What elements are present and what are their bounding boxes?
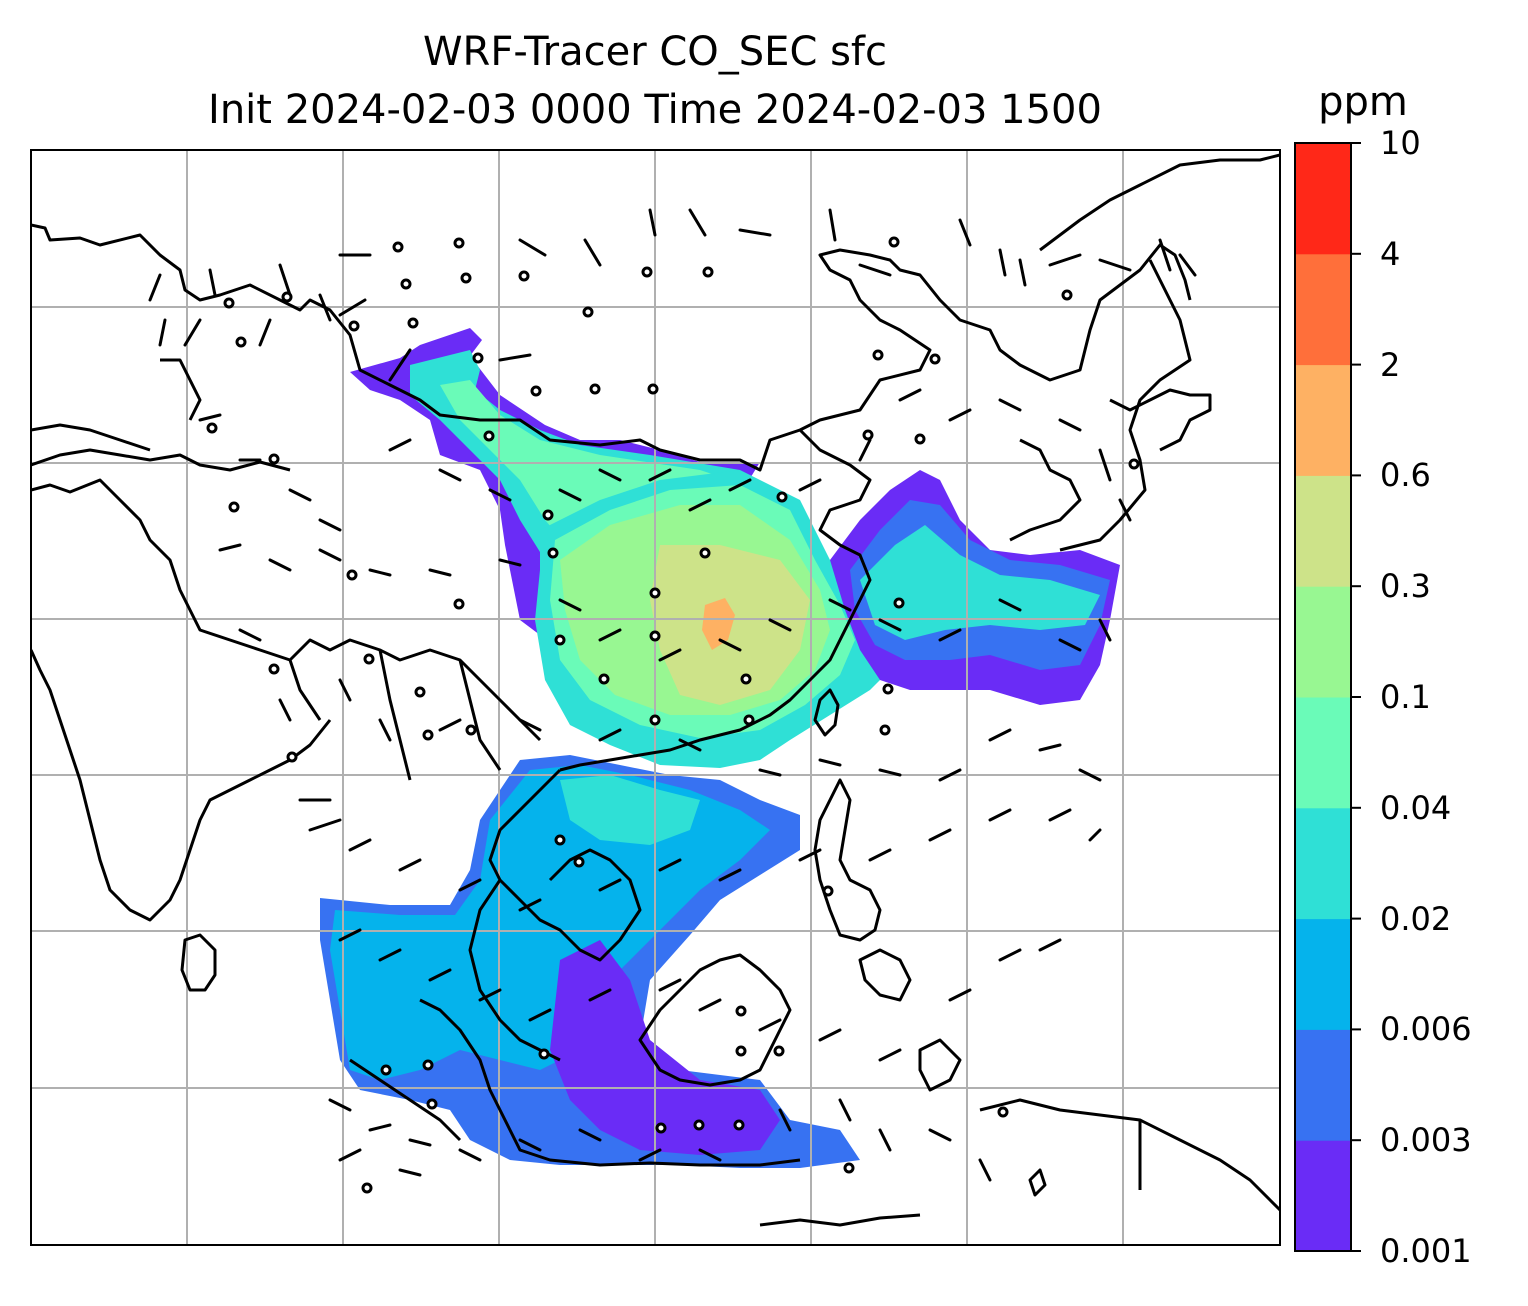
coastlines — [31, 153, 1280, 1227]
colorbar-segment — [1295, 1140, 1351, 1252]
coast-indochina — [468, 768, 642, 1062]
plume-south-low — [550, 940, 780, 1155]
coast-sri-lanka — [180, 933, 217, 992]
calm-wind-markers — [206, 236, 1140, 1194]
map-subtitle: Init 2024-02-03 0000 Time 2024-02-03 150… — [208, 87, 1102, 133]
colorbar-ticks — [1351, 142, 1361, 1252]
borders-inland — [31, 358, 542, 781]
colorbar-segment — [1295, 1029, 1351, 1141]
colorbar-tick-label: 0.6 — [1380, 456, 1431, 495]
plume-south-mid — [330, 765, 770, 1080]
colorbar-segments — [1295, 143, 1351, 1252]
colorbar-segment — [1295, 253, 1351, 366]
coast-taiwan — [813, 688, 840, 737]
coast-sulawesi-newguinea — [759, 1038, 1280, 1227]
colorbar-tick-label: 0.04 — [1380, 788, 1452, 827]
coast-borneo — [638, 953, 792, 1087]
colorbar-segment — [1295, 586, 1351, 698]
coast-malay-sumatra — [349, 998, 801, 1167]
coast-china-east — [559, 428, 872, 772]
colorbar-tick-label: 0.003 — [1380, 1121, 1472, 1160]
plume-core-peak — [702, 598, 735, 650]
tracer-fill — [320, 328, 1120, 1168]
map-title: WRF-Tracer CO_SEC sfc — [422, 29, 888, 75]
colorbar-segment — [1295, 143, 1351, 255]
coast-india — [31, 649, 332, 922]
colorbar-tick-label: 0.001 — [1380, 1232, 1472, 1270]
colorbar-tick-label: 0.1 — [1380, 678, 1431, 716]
plume-east-inner — [860, 525, 1100, 640]
colorbar-segment — [1295, 918, 1351, 1030]
colorbar-unit-label: ppm — [1318, 79, 1408, 125]
colorbar-tick-label: 4 — [1380, 234, 1401, 273]
wind-barbs — [148, 208, 1197, 1182]
plume-south-core — [560, 775, 700, 845]
colorbar-segment — [1295, 364, 1351, 476]
colorbar-tick-label: 0.006 — [1380, 1010, 1472, 1049]
colorbar-segment — [1295, 697, 1351, 809]
colorbar-segment — [1295, 475, 1351, 587]
map-frame — [30, 149, 1281, 1246]
colorbar-tick-label: 10 — [1380, 124, 1421, 162]
coast-korea-japan — [1009, 153, 1280, 552]
colorbar-tick-label: 0.3 — [1380, 567, 1431, 606]
colorbar-tick-label: 2 — [1380, 345, 1401, 384]
colorbar-tick-label: 0.02 — [1380, 899, 1452, 938]
colorbar-segment — [1295, 807, 1351, 920]
gridlines — [31, 150, 1280, 1245]
